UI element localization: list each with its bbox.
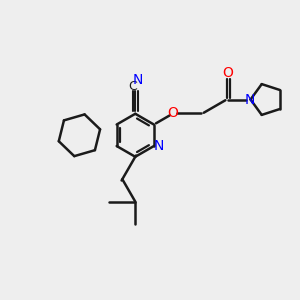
Text: N: N [133,73,143,87]
Text: C: C [128,80,137,93]
Text: N: N [245,92,255,106]
Text: O: O [168,106,178,121]
Text: O: O [222,66,233,80]
Text: N: N [154,139,164,153]
